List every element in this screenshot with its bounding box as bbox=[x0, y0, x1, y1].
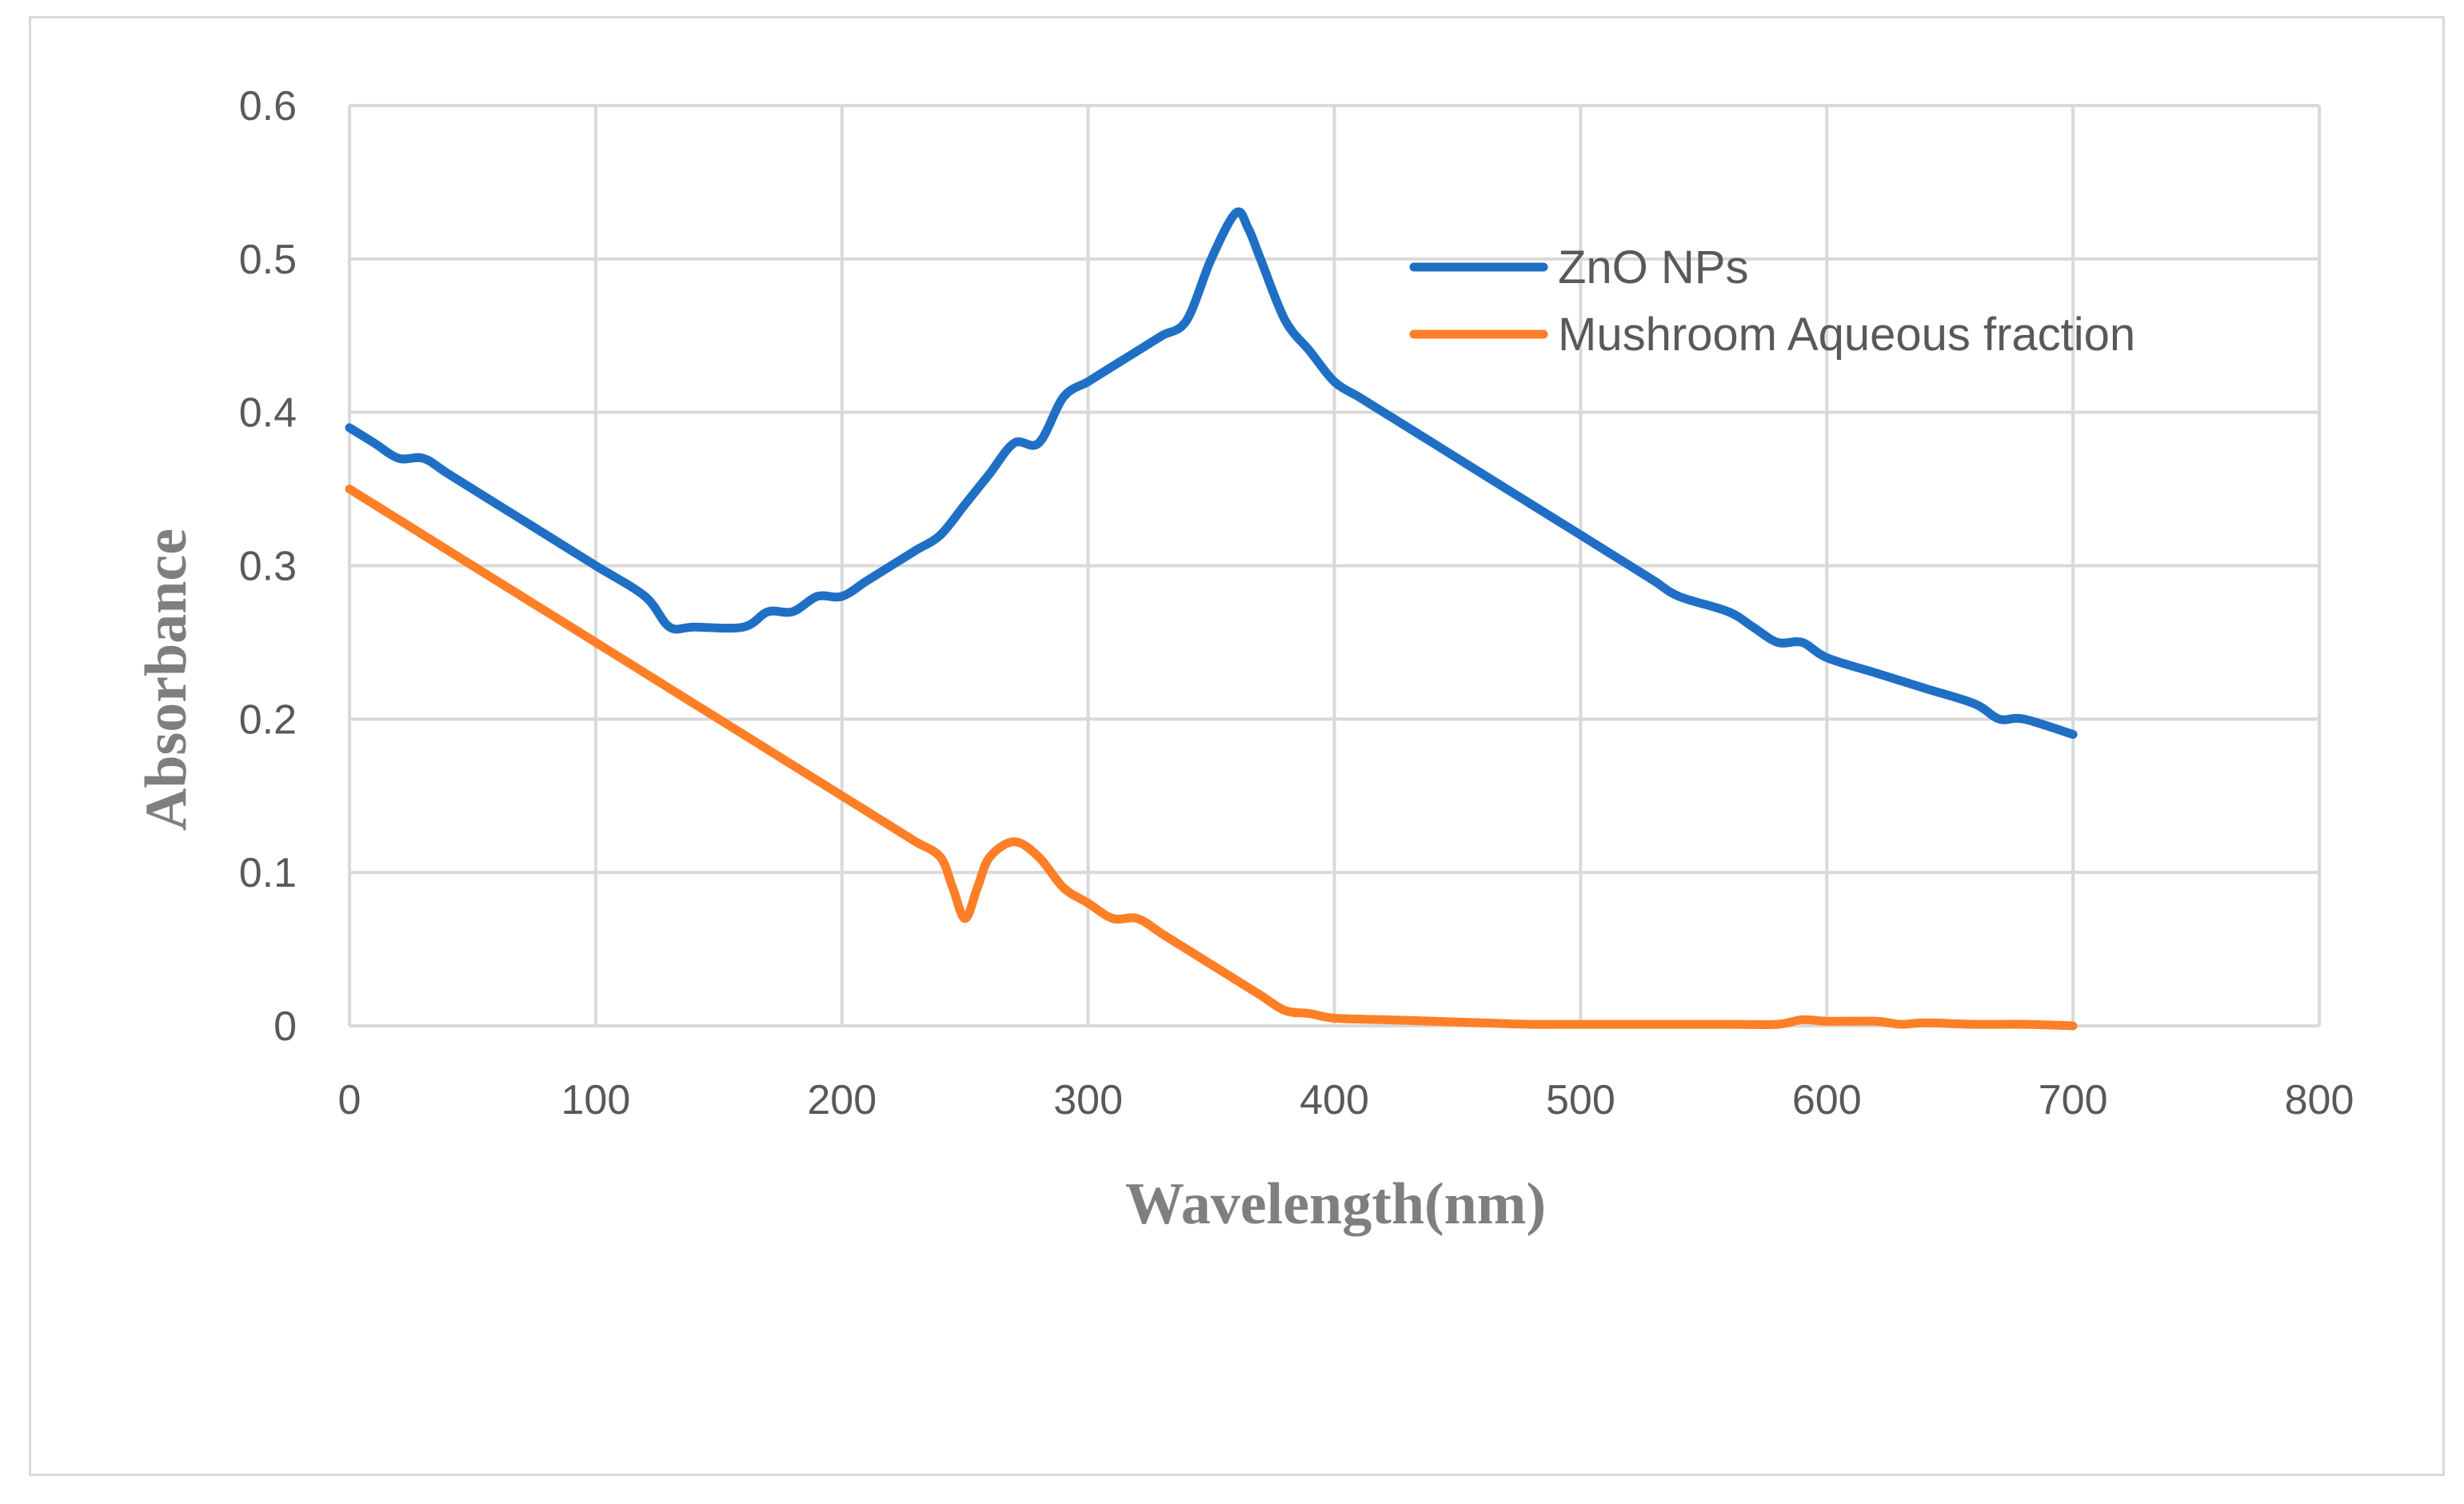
y-tick-label: 0.5 bbox=[239, 237, 297, 283]
y-tick-label: 0.1 bbox=[239, 850, 297, 896]
y-tick-label: 0 bbox=[274, 1003, 297, 1050]
x-tick-label: 600 bbox=[1792, 1077, 1862, 1123]
x-tick-label: 300 bbox=[1053, 1077, 1123, 1123]
x-tick-labels: 0 100 200 300 400 500 600 700 800 bbox=[338, 1077, 2354, 1123]
y-tick-label: 0.3 bbox=[239, 544, 297, 590]
legend: ZnO NPs Mushroom Aqueous fraction bbox=[1409, 241, 2135, 361]
series-line-zno-nps bbox=[345, 207, 2078, 739]
y-tick-labels: 0 0.1 0.2 0.3 0.4 0.5 0.6 bbox=[239, 83, 297, 1050]
series-line-mushroom-aqueous-fraction bbox=[345, 485, 2078, 1031]
series-group bbox=[345, 207, 2078, 1031]
x-tick-label: 500 bbox=[1546, 1077, 1615, 1123]
y-axis-title: Absorbance bbox=[134, 529, 199, 831]
y-tick-label: 0.4 bbox=[239, 390, 297, 437]
legend-label-mushroom-aqueous-fraction: Mushroom Aqueous fraction bbox=[1558, 309, 2135, 361]
x-tick-label: 100 bbox=[561, 1077, 630, 1123]
x-tick-label: 0 bbox=[338, 1077, 361, 1123]
x-tick-label: 400 bbox=[1300, 1077, 1369, 1123]
grid bbox=[348, 104, 2321, 1027]
legend-label-zno-nps: ZnO NPs bbox=[1558, 241, 1749, 293]
x-tick-label: 200 bbox=[807, 1077, 877, 1123]
x-tick-label: 700 bbox=[2039, 1077, 2108, 1123]
x-tick-label: 800 bbox=[2285, 1077, 2354, 1123]
y-tick-label: 0.2 bbox=[239, 696, 297, 743]
x-axis-title: Wavelength(nm) bbox=[1125, 1171, 1546, 1237]
y-tick-label: 0.6 bbox=[239, 83, 297, 130]
